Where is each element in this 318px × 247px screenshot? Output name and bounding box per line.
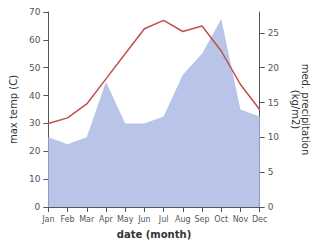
svg-text:0: 0 bbox=[35, 202, 41, 212]
svg-text:Jun: Jun bbox=[137, 215, 151, 224]
svg-text:0: 0 bbox=[268, 202, 274, 212]
svg-text:25: 25 bbox=[268, 28, 279, 38]
svg-text:30: 30 bbox=[29, 118, 41, 128]
svg-text:max temp (C): max temp (C) bbox=[8, 75, 19, 144]
svg-text:15: 15 bbox=[268, 98, 279, 108]
svg-text:20: 20 bbox=[29, 146, 41, 156]
svg-text:Mar: Mar bbox=[79, 215, 95, 224]
svg-text:date (month): date (month) bbox=[117, 229, 191, 240]
svg-text:10: 10 bbox=[268, 132, 280, 142]
svg-text:50: 50 bbox=[29, 63, 41, 73]
svg-text:60: 60 bbox=[29, 35, 41, 45]
svg-text:(kg/m2): (kg/m2) bbox=[290, 90, 301, 130]
svg-text:5: 5 bbox=[268, 167, 274, 177]
svg-text:Nov: Nov bbox=[233, 215, 249, 224]
svg-text:Oct: Oct bbox=[214, 215, 228, 224]
svg-text:Jul: Jul bbox=[158, 215, 169, 224]
svg-text:Apr: Apr bbox=[99, 215, 114, 224]
svg-text:40: 40 bbox=[29, 91, 41, 101]
svg-text:Sep: Sep bbox=[194, 215, 209, 224]
svg-text:Feb: Feb bbox=[60, 215, 74, 224]
svg-text:Dec: Dec bbox=[252, 215, 267, 224]
svg-text:Jan: Jan bbox=[41, 215, 54, 224]
svg-text:med. precipitation: med. precipitation bbox=[299, 63, 311, 156]
svg-text:10: 10 bbox=[29, 174, 41, 184]
svg-text:Aug: Aug bbox=[175, 215, 191, 224]
svg-text:20: 20 bbox=[268, 63, 280, 73]
svg-text:70: 70 bbox=[29, 7, 41, 17]
svg-text:May: May bbox=[117, 215, 134, 224]
